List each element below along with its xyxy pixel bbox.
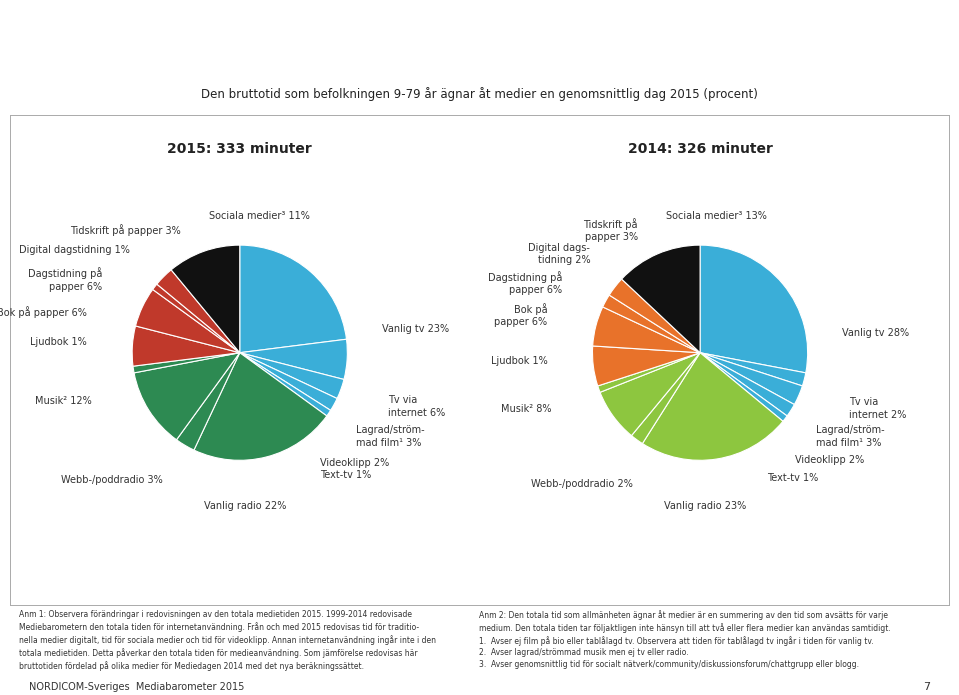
Text: Anm 1: Observera förändringar i redovisningen av den totala medietiden 2015. 199: Anm 1: Observera förändringar i redovisn…	[19, 610, 436, 671]
Title: 2015: 333 minuter: 2015: 333 minuter	[168, 142, 312, 156]
Wedge shape	[621, 245, 700, 352]
Wedge shape	[593, 346, 700, 386]
Wedge shape	[600, 352, 700, 436]
Text: Digital dags-
tidning 2%: Digital dags- tidning 2%	[528, 243, 591, 265]
Text: Den bruttotid som befolkningen 9-79 år ägnar åt medier en genomsnittlig dag 2015: Den bruttotid som befolkningen 9-79 år ä…	[201, 87, 758, 101]
Text: Digital dagstidning 1%: Digital dagstidning 1%	[19, 245, 130, 256]
Text: Webb-/poddradio 2%: Webb-/poddradio 2%	[531, 479, 633, 489]
Text: Tv via
internet 2%: Tv via internet 2%	[849, 398, 906, 420]
Wedge shape	[631, 352, 700, 443]
Text: Ljudbok 1%: Ljudbok 1%	[31, 337, 87, 347]
Text: Musik² 8%: Musik² 8%	[502, 404, 551, 414]
Text: Bok på papper 6%: Bok på papper 6%	[0, 306, 87, 318]
Wedge shape	[700, 352, 794, 416]
Wedge shape	[171, 245, 240, 352]
Wedge shape	[240, 339, 347, 379]
Text: Anm 2: Den totala tid som allmänheten ägnar åt medier är en summering av den tid: Anm 2: Den totala tid som allmänheten äg…	[480, 610, 891, 669]
Text: Mediedagen 2015: Brutto 5 timmar och 33 minuter: Mediedagen 2015: Brutto 5 timmar och 33 …	[151, 25, 808, 48]
Text: Videoklipp 2%
Text-tv 1%: Videoklipp 2% Text-tv 1%	[320, 458, 389, 480]
Wedge shape	[240, 352, 338, 410]
Text: Tidskrift på
papper 3%: Tidskrift på papper 3%	[583, 218, 638, 242]
Wedge shape	[133, 352, 240, 373]
Text: Vanlig tv 28%: Vanlig tv 28%	[842, 328, 909, 338]
Text: Text-tv 1%: Text-tv 1%	[767, 473, 818, 482]
Wedge shape	[176, 352, 240, 450]
Wedge shape	[593, 307, 700, 352]
Text: Videoklipp 2%: Videoklipp 2%	[795, 455, 864, 466]
Text: NORDICOM-Sveriges  Mediabarometer 2015: NORDICOM-Sveriges Mediabarometer 2015	[29, 682, 245, 692]
Wedge shape	[157, 270, 240, 352]
Text: Dagstidning på
papper 6%: Dagstidning på papper 6%	[28, 268, 102, 292]
Wedge shape	[602, 295, 700, 352]
Wedge shape	[597, 352, 700, 392]
Wedge shape	[194, 352, 327, 460]
Wedge shape	[240, 352, 331, 416]
Wedge shape	[134, 352, 240, 440]
Wedge shape	[700, 352, 806, 386]
Wedge shape	[700, 245, 807, 373]
Title: 2014: 326 minuter: 2014: 326 minuter	[627, 142, 773, 156]
Wedge shape	[240, 352, 344, 398]
Text: 7: 7	[924, 682, 930, 692]
Text: Sociala medier³ 11%: Sociala medier³ 11%	[209, 211, 310, 222]
Text: Webb-/poddradio 3%: Webb-/poddradio 3%	[60, 475, 162, 484]
Wedge shape	[609, 279, 700, 352]
Text: Lagrad/ström-
mad film¹ 3%: Lagrad/ström- mad film¹ 3%	[356, 425, 425, 448]
Wedge shape	[240, 245, 346, 352]
Text: Sociala medier³ 13%: Sociala medier³ 13%	[666, 211, 766, 222]
Wedge shape	[152, 284, 240, 352]
Text: Vanlig tv 23%: Vanlig tv 23%	[382, 324, 449, 334]
Text: Ljudbok 1%: Ljudbok 1%	[491, 357, 548, 366]
Text: Dagstidning på
papper 6%: Dagstidning på papper 6%	[488, 270, 562, 295]
Text: Tv via
internet 6%: Tv via internet 6%	[388, 395, 446, 418]
Text: Vanlig radio 22%: Vanlig radio 22%	[204, 501, 287, 512]
Wedge shape	[135, 290, 240, 352]
Wedge shape	[132, 326, 240, 366]
Wedge shape	[700, 352, 787, 421]
Wedge shape	[643, 352, 783, 460]
Text: Vanlig radio 23%: Vanlig radio 23%	[665, 501, 746, 512]
Text: Bok på
papper 6%: Bok på papper 6%	[494, 303, 548, 327]
Text: Lagrad/ström-
mad film¹ 3%: Lagrad/ström- mad film¹ 3%	[816, 425, 885, 448]
Wedge shape	[700, 352, 803, 404]
Text: Musik² 12%: Musik² 12%	[35, 396, 91, 406]
Text: Tidskrift på papper 3%: Tidskrift på papper 3%	[70, 224, 180, 236]
